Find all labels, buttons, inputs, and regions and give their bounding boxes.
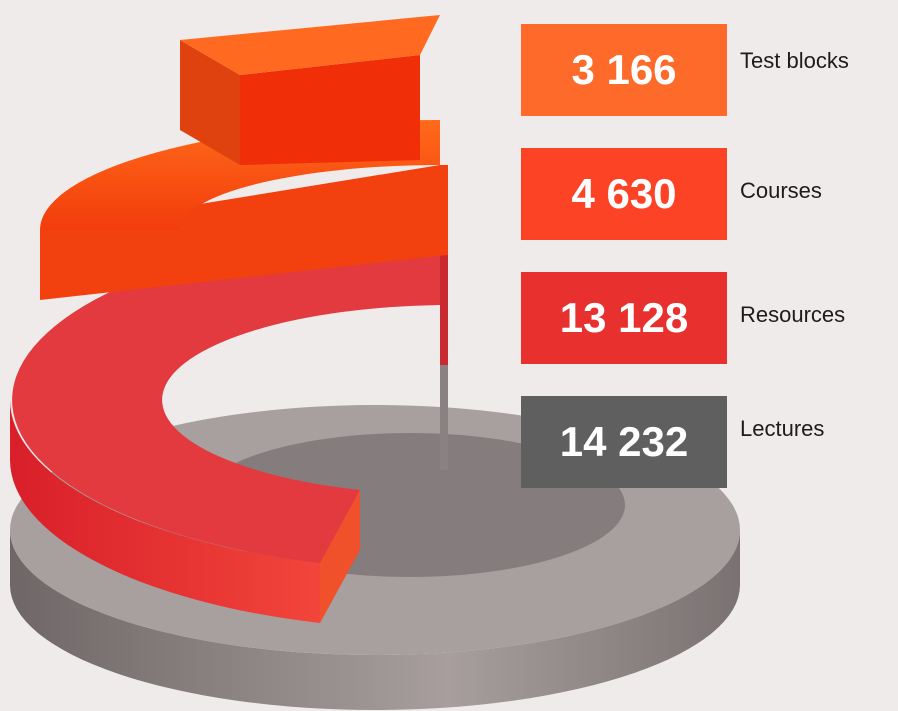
ring-illustration [0,0,898,711]
stat-value: 13 128 [521,272,727,364]
stat-value: 14 232 [521,396,727,488]
stat-value: 3 166 [521,24,727,116]
stat-label: Courses [740,178,822,204]
stat-value: 4 630 [521,148,727,240]
stat-label: Test blocks [740,48,849,74]
page: 3 166 Test blocks 4 630 Courses 13 128 R… [0,0,898,711]
stat-label: Resources [740,302,845,328]
stat-label: Lectures [740,416,824,442]
